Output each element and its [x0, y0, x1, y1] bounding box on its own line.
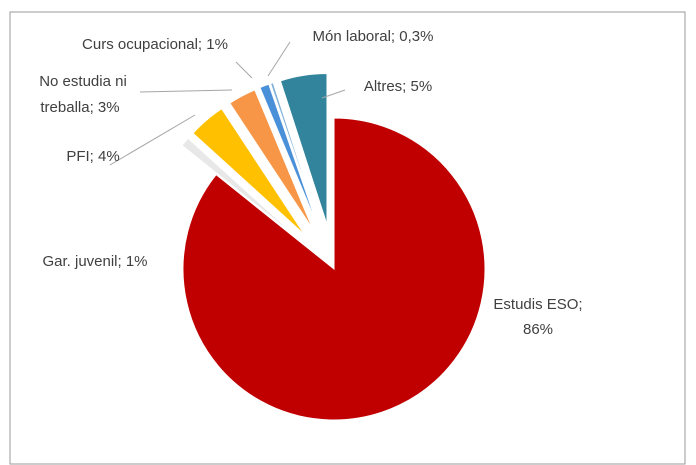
data-label: No estudia ni: [39, 73, 127, 90]
data-label: Estudis ESO;: [493, 296, 582, 313]
data-label: Altres; 5%: [364, 78, 432, 95]
leader-line: [321, 89, 346, 99]
pie-slice: [269, 82, 321, 227]
leader-line: [139, 89, 233, 93]
pie-slice: [181, 137, 301, 241]
pie-slice: [182, 117, 486, 421]
data-label: 86%: [523, 321, 553, 338]
data-label: Món laboral; 0,3%: [313, 28, 434, 45]
pie-slice: [259, 83, 319, 228]
data-label: Curs ocupacional; 1%: [82, 36, 228, 53]
leader-line: [267, 41, 291, 77]
pie-slice: [229, 89, 314, 230]
leader-line: [109, 114, 196, 166]
data-label: Gar. juvenil; 1%: [42, 253, 147, 270]
data-label: PFI; 4%: [66, 148, 119, 165]
pie-slice: [279, 73, 328, 225]
data-label: treballa; 3%: [40, 99, 119, 116]
leader-line: [235, 61, 253, 79]
pie-slice: [192, 108, 306, 236]
